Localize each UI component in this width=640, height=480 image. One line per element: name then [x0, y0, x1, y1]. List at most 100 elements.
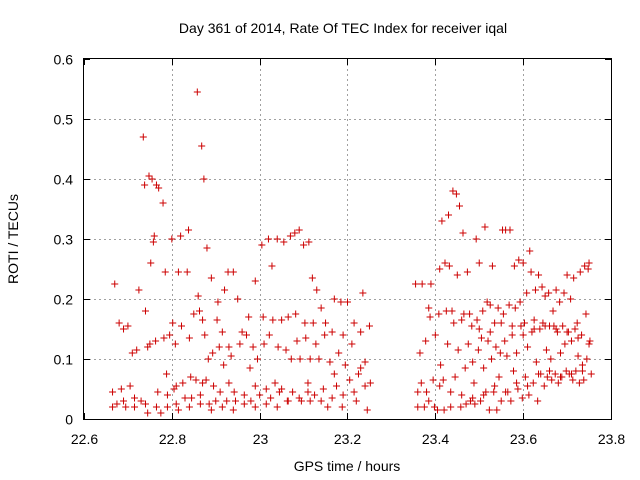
data-point — [284, 313, 292, 321]
x-tick-label: 23.6 — [510, 431, 537, 447]
data-point — [567, 370, 575, 378]
data-point — [229, 268, 237, 276]
x-tick-label: 23.4 — [422, 431, 449, 447]
data-point — [468, 322, 476, 330]
data-point — [507, 397, 515, 405]
plot-frame — [83, 58, 612, 420]
data-point — [240, 400, 248, 408]
data-point — [585, 259, 593, 267]
data-point — [240, 391, 248, 399]
data-point — [484, 337, 492, 345]
data-point — [282, 346, 290, 354]
data-point — [437, 361, 445, 369]
data-point — [567, 295, 575, 303]
data-point — [287, 355, 295, 363]
data-point — [120, 325, 128, 333]
data-point — [126, 382, 134, 390]
data-point — [357, 328, 365, 336]
data-point — [574, 352, 582, 360]
data-point — [139, 133, 147, 141]
data-point — [163, 403, 171, 411]
data-point — [230, 388, 238, 396]
data-point — [464, 340, 472, 348]
data-point — [429, 376, 437, 384]
data-point — [450, 319, 458, 327]
data-point — [322, 319, 330, 327]
data-point — [505, 301, 513, 309]
data-point — [447, 403, 455, 411]
data-point — [246, 364, 254, 372]
data-point — [338, 403, 346, 411]
data-point — [280, 238, 288, 246]
data-point — [262, 400, 270, 408]
data-point — [480, 364, 488, 372]
data-point — [526, 247, 534, 255]
data-point — [259, 313, 267, 321]
data-point — [556, 349, 564, 357]
data-point — [264, 235, 272, 243]
data-point — [196, 307, 204, 315]
data-point — [157, 409, 165, 417]
data-point — [260, 340, 268, 348]
y-tick-label: 0.4 — [54, 172, 74, 188]
data-point — [538, 283, 546, 291]
data-point — [199, 316, 207, 324]
data-point — [570, 274, 578, 282]
axis-ticks — [84, 59, 612, 420]
data-point — [234, 295, 242, 303]
data-point — [204, 355, 212, 363]
data-point — [506, 226, 514, 234]
data-point — [350, 319, 358, 327]
data-point — [459, 229, 467, 237]
data-point — [220, 361, 228, 369]
data-point — [218, 328, 226, 336]
data-point — [295, 226, 303, 234]
data-point — [458, 316, 466, 324]
data-point — [256, 391, 264, 399]
data-point — [292, 310, 300, 318]
data-point — [573, 319, 581, 327]
data-point — [253, 355, 261, 363]
data-point — [352, 397, 360, 405]
data-point — [271, 379, 279, 387]
y-tick-label: 0.3 — [54, 232, 74, 248]
data-points — [109, 88, 595, 417]
y-axis-label: ROTI / TECUs — [5, 194, 21, 284]
data-point — [131, 403, 139, 411]
data-point — [302, 334, 310, 342]
data-point — [477, 397, 485, 405]
data-point — [502, 388, 510, 396]
data-point — [479, 307, 487, 315]
data-point — [497, 319, 505, 327]
data-point — [286, 232, 294, 240]
data-point — [493, 406, 501, 414]
data-point — [163, 391, 171, 399]
data-point — [293, 337, 301, 345]
data-point — [154, 388, 162, 396]
data-point — [148, 175, 156, 183]
data-point — [525, 391, 533, 399]
data-point — [519, 259, 527, 267]
data-point — [556, 373, 564, 381]
data-point — [543, 373, 551, 381]
data-point — [447, 388, 455, 396]
data-point — [267, 394, 275, 402]
data-point — [455, 202, 463, 210]
data-point — [513, 379, 521, 387]
data-point — [524, 343, 532, 351]
data-point — [216, 388, 224, 396]
data-point — [328, 328, 336, 336]
data-point — [541, 292, 549, 300]
data-point — [578, 367, 586, 375]
data-point — [172, 400, 180, 408]
data-point — [339, 391, 347, 399]
data-point — [326, 358, 334, 366]
data-point — [215, 343, 223, 351]
data-point — [466, 310, 474, 318]
data-point — [269, 316, 277, 324]
data-point — [203, 244, 211, 252]
data-point — [578, 331, 586, 339]
data-point — [475, 325, 483, 333]
data-point — [131, 394, 139, 402]
data-point — [445, 211, 453, 219]
